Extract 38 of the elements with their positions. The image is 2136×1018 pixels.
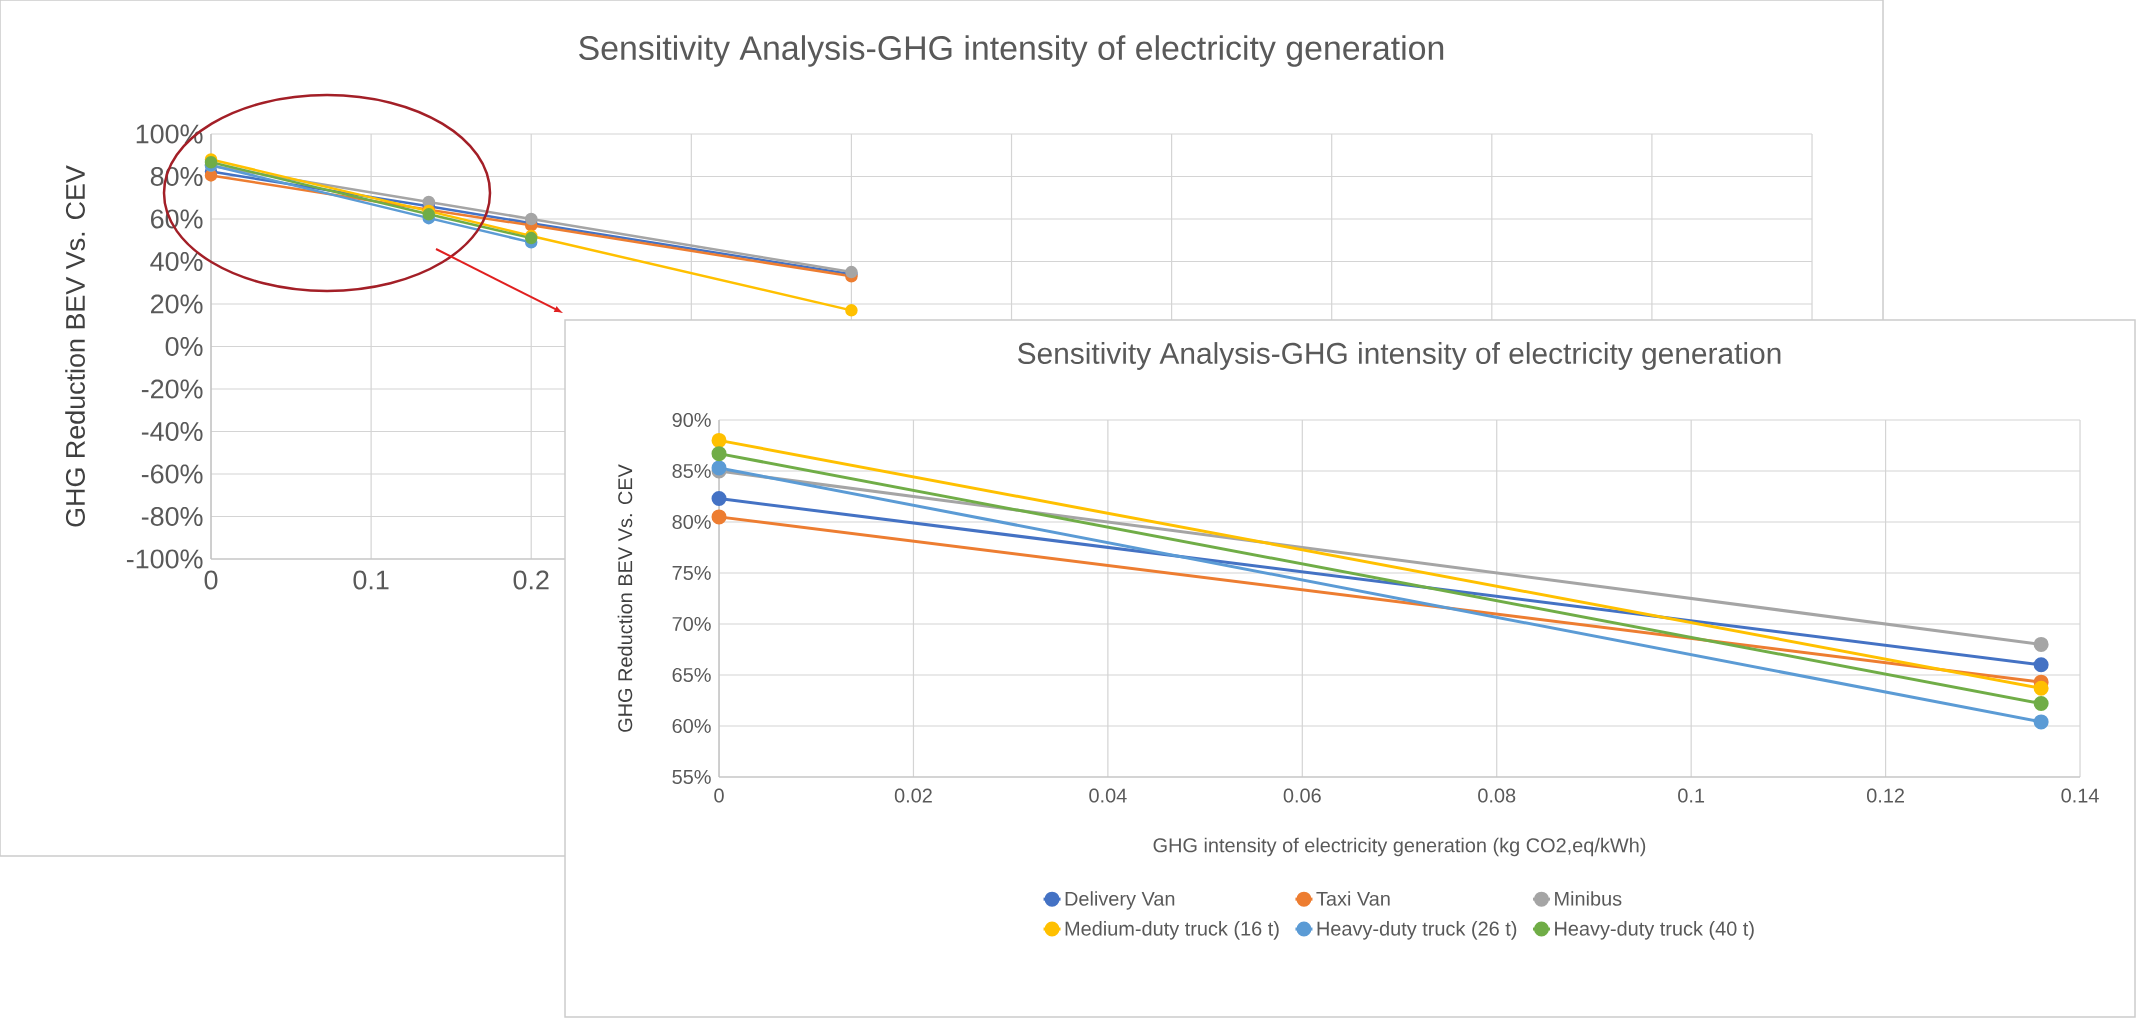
y-tick-label: 80%	[672, 514, 711, 530]
x-tick-label: 0.1	[1678, 788, 1705, 803]
y-tick-label: 75%	[672, 565, 711, 580]
x-tick-label: 0.02	[894, 788, 932, 803]
y-tick-label: 55%	[672, 769, 711, 784]
y-tick-label: 20%	[151, 294, 203, 314]
y-tick-label: -40%	[141, 421, 203, 442]
legend-label: Minibus	[1555, 891, 1622, 906]
x-tick-label: 0	[714, 788, 724, 803]
y-tick-label: -100%	[126, 549, 203, 569]
x-tick-label: 0.14	[2061, 788, 2099, 803]
x-tick-label: 0.2	[513, 570, 549, 590]
y-tick-label: 85%	[672, 463, 711, 479]
x-tick-label: 0.06	[1283, 788, 1321, 803]
legend-label: Medium-duty truck (16 t)	[1065, 921, 1279, 940]
legend-label: Heavy-duty truck (26 t)	[1317, 921, 1517, 940]
y-tick-label: -20%	[141, 379, 203, 399]
x-tick-label: 0.04	[1089, 788, 1127, 803]
y-tick-label: 40%	[150, 251, 203, 272]
legend-label: Heavy-duty truck (40 t)	[1555, 921, 1754, 940]
x-axis-title: GHG intensity of electricity generation (kg CO2,eq/kWh)	[1153, 837, 1646, 857]
y-tick-label: 60%	[672, 718, 711, 734]
y-tick-label: -60%	[141, 464, 203, 484]
x-tick-label: 0	[204, 570, 218, 590]
x-tick-label: 0.12	[1866, 788, 1904, 803]
y-tick-label: 70%	[672, 616, 711, 632]
legend-label: Delivery Van	[1065, 891, 1175, 910]
x-tick-label: 0.08	[1478, 788, 1516, 803]
y-tick-label: 90%	[672, 412, 711, 428]
x-tick-label: 0.1	[353, 570, 389, 590]
y-axis-title: GHG Reduction BEV Vs. CEV	[617, 464, 633, 732]
chart-title: Sensitivity Analysis-GHG intensity of electricity generation	[579, 35, 1444, 67]
y-axis-title: GHG Reduction BEV Vs. CEV	[65, 165, 85, 527]
legend-label: Taxi Van	[1316, 891, 1390, 906]
y-tick-label: 65%	[672, 667, 711, 683]
chart-title: Sensitivity Analysis-GHG intensity of electricity generation	[1018, 342, 1781, 370]
y-tick-label: -80%	[141, 506, 203, 527]
y-tick-label: 0%	[165, 336, 203, 357]
